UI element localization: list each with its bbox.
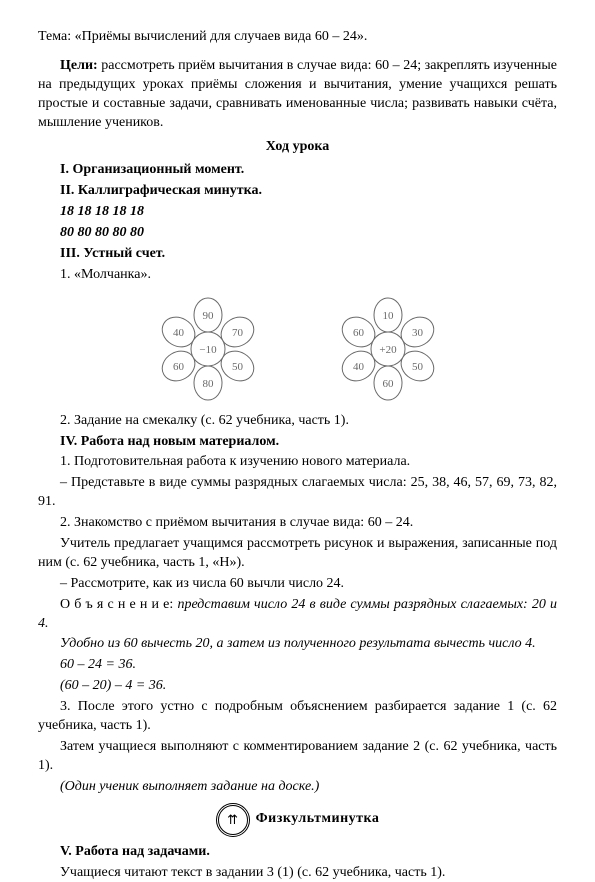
section-4-item-3: 3. После этого устно с подробным объясне… xyxy=(38,698,557,736)
section-4-item-2b: – Рассмотрите, как из числа 60 вычли чис… xyxy=(38,575,557,594)
svg-text:50: 50 xyxy=(231,361,243,373)
svg-text:60: 60 xyxy=(173,361,185,373)
callig-line-1: 18 18 18 18 18 xyxy=(38,203,557,222)
fizk-icon: ⇈ xyxy=(216,803,250,837)
lesson-course-heading: Ход урока xyxy=(38,138,557,157)
fizk-row: ⇈ Физкультминутка xyxy=(38,803,557,837)
svg-text:+20: +20 xyxy=(379,344,397,356)
section-4-item-1a: – Представьте в виде суммы разрядных сла… xyxy=(38,474,557,512)
section-4: IV. Работа над новым материалом. xyxy=(38,433,557,452)
svg-text:90: 90 xyxy=(202,310,214,322)
section-5-item-1: Учащиеся читают текст в задании 3 (1) (с… xyxy=(38,864,557,882)
section-4-item-3a: Затем учащиеся выполняют с комментирован… xyxy=(38,738,557,776)
svg-text:−10: −10 xyxy=(199,344,217,356)
goals-label: Цели: xyxy=(60,58,98,73)
section-4-item-2f: (60 – 20) – 4 = 36. xyxy=(38,677,557,696)
goals-para: Цели: рассмотреть приём вычитания в случ… xyxy=(38,57,557,133)
svg-text:80: 80 xyxy=(202,378,214,390)
svg-text:10: 10 xyxy=(382,310,394,322)
svg-text:70: 70 xyxy=(231,327,243,339)
section-4-item-2: 2. Знакомство с приёмом вычитания в случ… xyxy=(38,514,557,533)
svg-text:60: 60 xyxy=(382,378,394,390)
section-5: V. Работа над задачами. xyxy=(38,843,557,862)
section-4-item-2e: 60 – 24 = 36. xyxy=(38,656,557,675)
svg-text:50: 50 xyxy=(411,361,423,373)
section-4-item-2a: Учитель предлагает учащимся рассмотреть … xyxy=(38,535,557,573)
flower-right-diagram: 10 30 50 60 40 60 +20 xyxy=(323,291,453,406)
svg-text:40: 40 xyxy=(353,361,365,373)
flowers-row: 90 70 50 80 60 40 −10 10 30 50 60 40 60 +20 xyxy=(38,291,557,406)
section-4-item-2d: Удобно из 60 вычесть 20, а затем из полу… xyxy=(38,635,557,654)
section-3-item-1: 1. «Молчанка». xyxy=(38,266,557,285)
section-3-item-2: 2. Задание на смекалку (с. 62 учебника, … xyxy=(38,412,557,431)
explain-prefix: О б ъ я с н е н и е: xyxy=(60,597,177,612)
flower-left-diagram: 90 70 50 80 60 40 −10 xyxy=(143,291,273,406)
section-3: III. Устный счет. xyxy=(38,245,557,264)
svg-text:30: 30 xyxy=(411,327,423,339)
callig-line-2: 80 80 80 80 80 xyxy=(38,224,557,243)
section-4-item-3b: (Один ученик выполняет задание на доске.… xyxy=(38,778,557,797)
svg-text:40: 40 xyxy=(173,327,185,339)
topic-title: Тема: «Приёмы вычислений для случаев вид… xyxy=(38,28,557,47)
section-4-item-1: 1. Подготовительная работа к изучению но… xyxy=(38,453,557,472)
section-2: II. Каллиграфическая минутка. xyxy=(38,182,557,201)
section-4-item-2c: О б ъ я с н е н и е: представим число 24… xyxy=(38,596,557,634)
section-1: I. Организационный момент. xyxy=(38,161,557,180)
fizk-label: Физкультминутка xyxy=(256,810,380,829)
goals-text: рассмотреть приём вычитания в случае вид… xyxy=(38,58,557,130)
svg-text:60: 60 xyxy=(353,327,365,339)
